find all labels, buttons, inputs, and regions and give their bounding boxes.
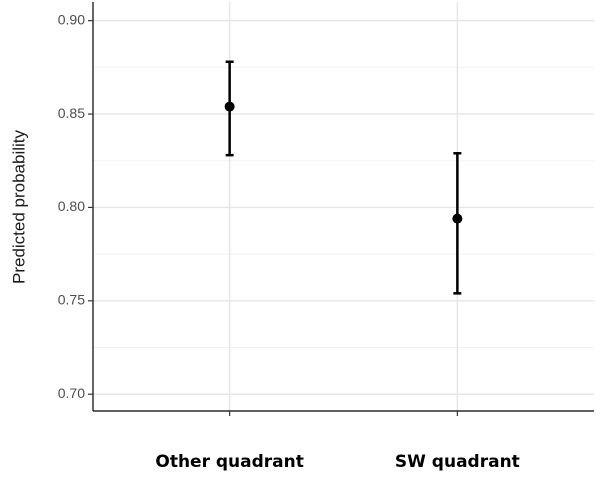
point (224, 101, 235, 112)
point (452, 213, 463, 224)
y-tick-label: 0.85 (58, 105, 85, 121)
y-tick-label: 0.75 (58, 292, 85, 308)
x-tick-label: Other quadrant (155, 452, 304, 472)
x-tick-label: SW quadrant (395, 452, 520, 472)
y-tick-label: 0.90 (58, 11, 85, 27)
y-tick-label: 0.70 (58, 385, 85, 401)
y-tick-label: 0.80 (58, 198, 85, 214)
y-axis-title: Predicted probability (9, 129, 28, 284)
